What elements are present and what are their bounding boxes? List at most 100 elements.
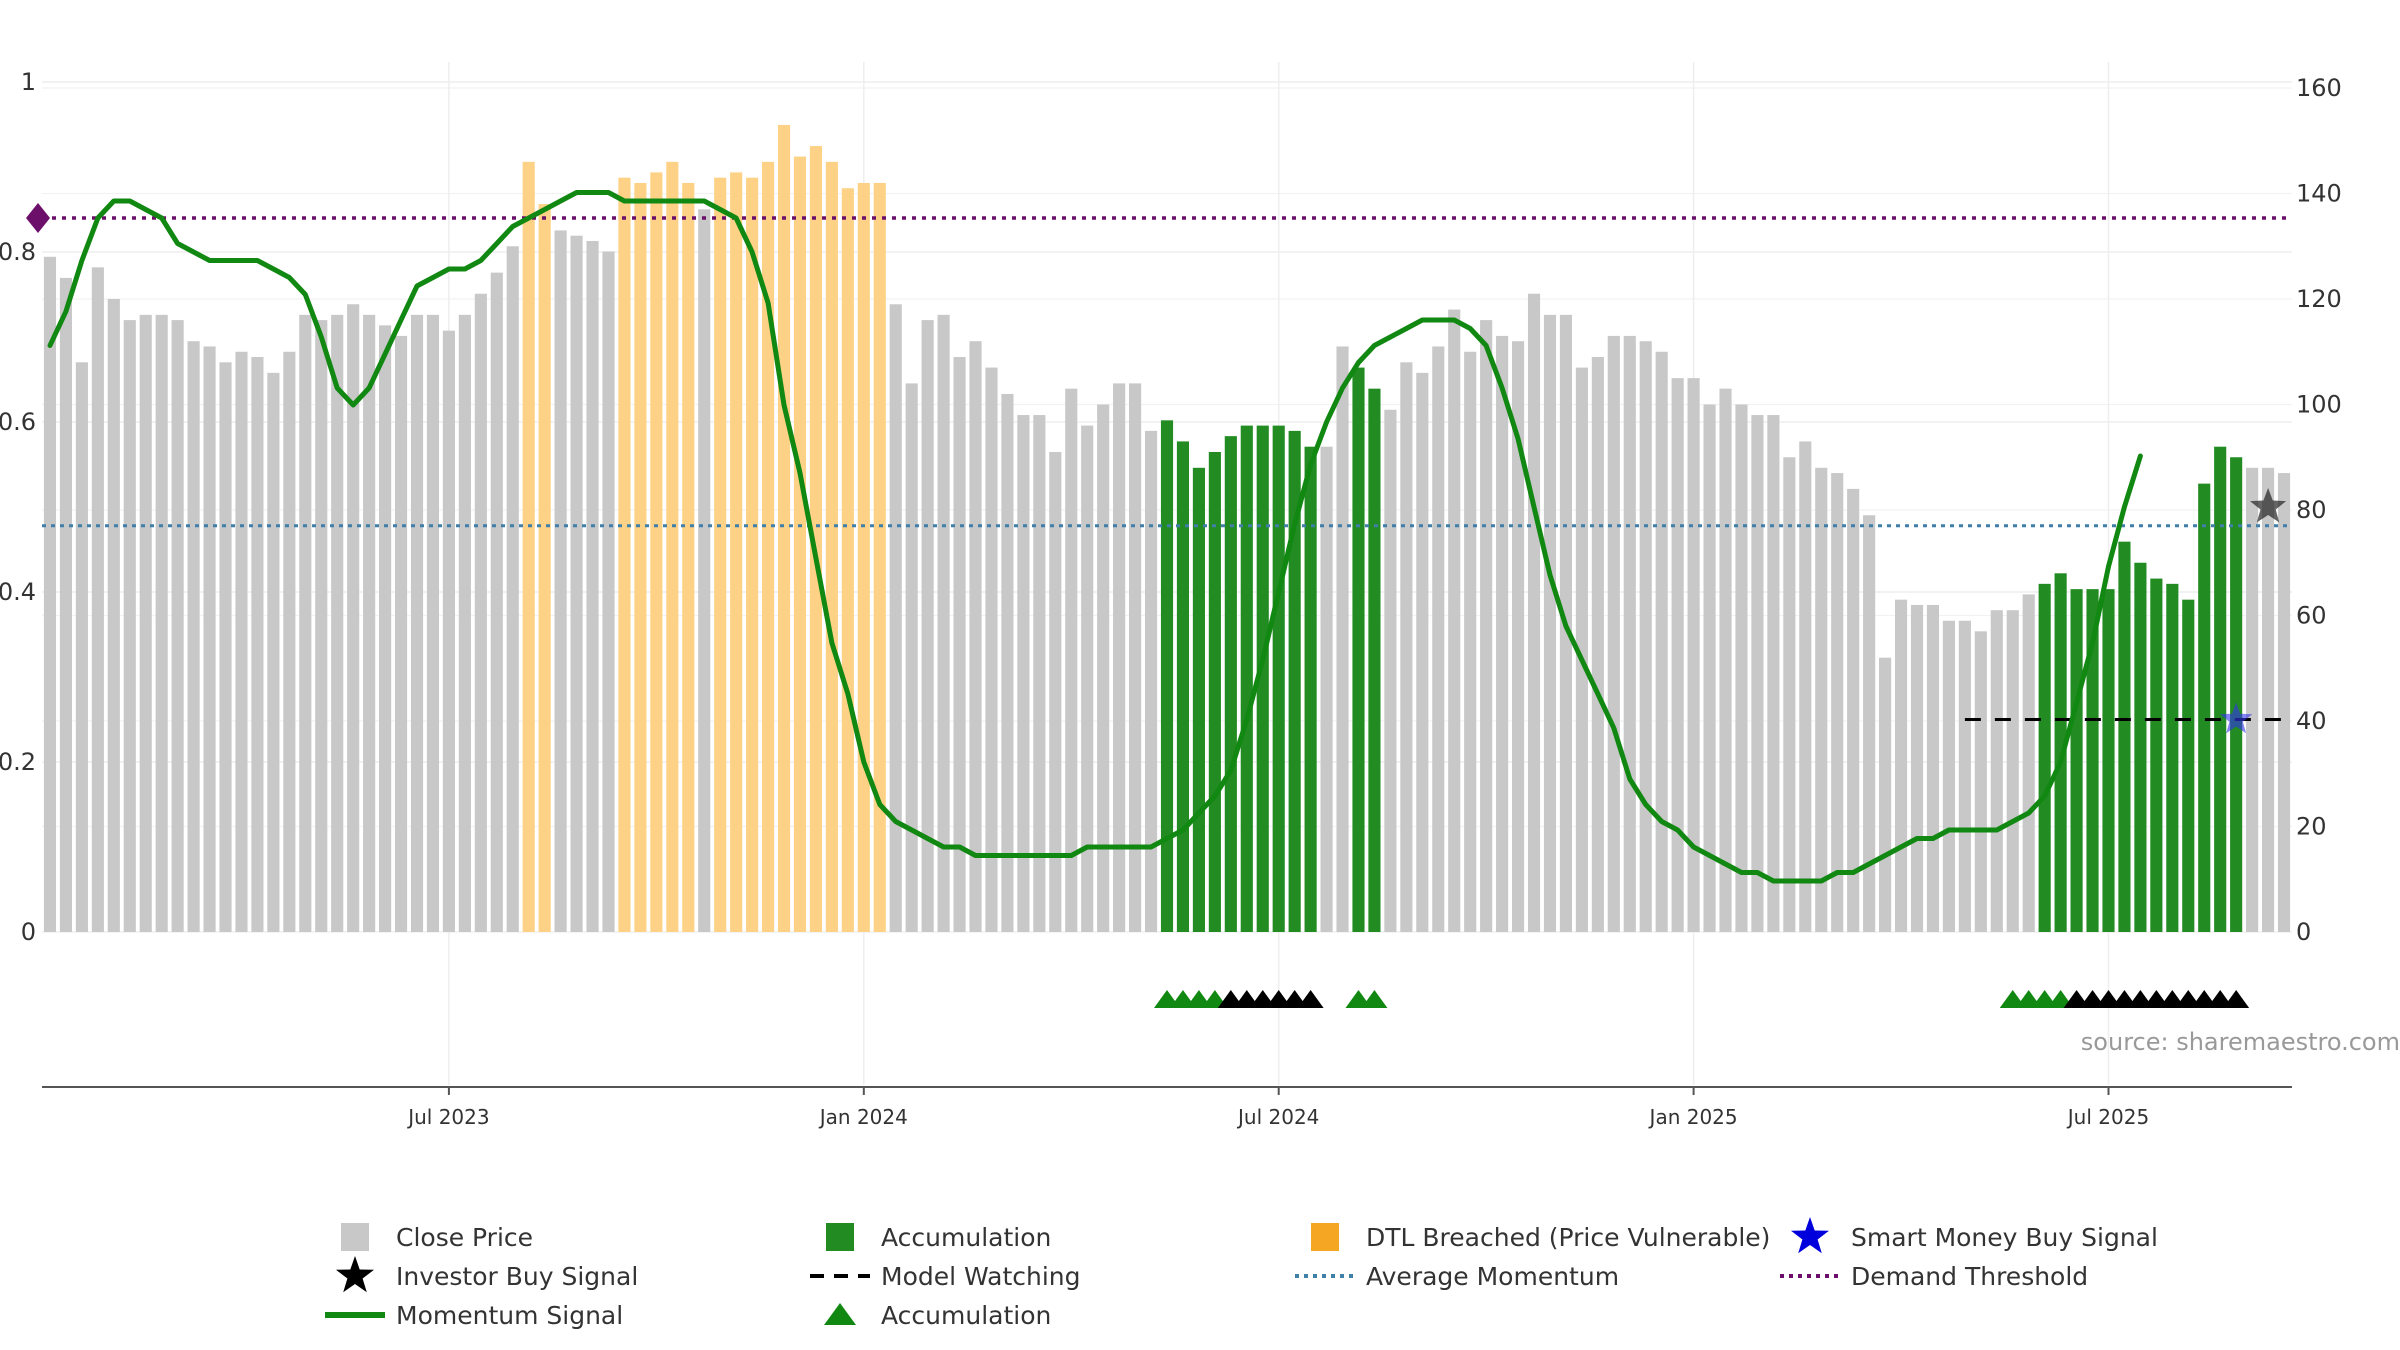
right-tick-label: 20 xyxy=(2296,813,2327,841)
price-bar xyxy=(1113,383,1126,932)
price-bar xyxy=(1192,467,1205,932)
price-bar xyxy=(1575,367,1588,933)
price-bar xyxy=(1703,404,1716,932)
demand-threshold-diamond xyxy=(26,203,50,233)
price-bar xyxy=(2102,589,2115,933)
price-bar xyxy=(299,314,312,933)
price-bar xyxy=(969,341,982,932)
price-bar xyxy=(331,314,344,933)
price-bar xyxy=(2246,467,2259,932)
price-bar xyxy=(762,161,775,933)
price-bar xyxy=(1224,436,1237,932)
price-bar xyxy=(1208,451,1221,932)
legend-item: DTL Breached (Price Vulnerable) xyxy=(1311,1223,1770,1252)
legend-label: Accumulation xyxy=(881,1301,1051,1330)
price-bar xyxy=(1336,346,1349,933)
price-bar xyxy=(1272,425,1285,932)
price-bar xyxy=(410,314,424,933)
source-label: source: sharemaestro.com xyxy=(2081,1028,2400,1056)
price-bar xyxy=(2262,467,2275,932)
price-bar xyxy=(2134,562,2147,932)
price-bar xyxy=(1735,404,1748,932)
right-tick-label: 40 xyxy=(2296,707,2327,735)
price-bar xyxy=(1097,404,1110,932)
price-bar xyxy=(1160,420,1174,932)
legend-item: Momentum Signal xyxy=(325,1301,623,1330)
left-tick-label: 0.4 xyxy=(0,578,36,606)
price-bar xyxy=(1783,457,1796,932)
legend-label: Smart Money Buy Signal xyxy=(1851,1223,2158,1252)
right-tick-label: 160 xyxy=(2296,74,2342,102)
price-bar xyxy=(1974,631,1987,932)
price-bar xyxy=(2198,483,2211,933)
price-bar xyxy=(91,267,104,933)
price-bar xyxy=(458,314,471,933)
price-bar xyxy=(1863,515,1876,932)
x-tick-label: Jul 2024 xyxy=(1236,1105,1319,1129)
price-bar xyxy=(2214,446,2227,932)
signal-markers xyxy=(2220,488,2287,734)
left-tick-label: 0.8 xyxy=(0,238,36,266)
legend-item: Investor Buy Signal xyxy=(336,1256,638,1293)
price-bar xyxy=(1400,362,1413,932)
legend-label: Demand Threshold xyxy=(1851,1262,2088,1291)
price-bar xyxy=(746,177,759,933)
price-bar xyxy=(1623,335,1636,932)
price-bar xyxy=(698,209,711,932)
price-bar xyxy=(171,320,184,933)
price-bar xyxy=(1240,425,1253,932)
price-bar xyxy=(1017,415,1030,932)
price-bar xyxy=(538,204,551,933)
price-bar xyxy=(235,351,248,932)
price-bar xyxy=(953,357,966,932)
price-bars xyxy=(43,124,2291,933)
price-bar xyxy=(1543,314,1557,933)
price-bar xyxy=(2182,599,2195,932)
legend-label: Momentum Signal xyxy=(396,1301,623,1330)
price-bar xyxy=(2277,473,2291,932)
price-bar xyxy=(1416,372,1429,933)
price-bar xyxy=(2006,610,2019,932)
price-bar xyxy=(394,335,408,932)
price-bar xyxy=(1719,388,1732,932)
x-tick-label: Jul 2025 xyxy=(2066,1105,2149,1129)
price-bar xyxy=(1831,473,1844,932)
legend-item: Accumulation xyxy=(826,1223,1051,1252)
triangle-green-icon xyxy=(824,1303,856,1325)
price-bar xyxy=(2150,578,2163,932)
price-bar xyxy=(1815,467,1828,932)
price-bar xyxy=(841,188,854,933)
price-bar xyxy=(1049,451,1062,932)
price-bar xyxy=(825,161,838,933)
square-orange-icon xyxy=(1311,1223,1339,1251)
x-tick-label: Jan 2025 xyxy=(1648,1105,1738,1129)
price-bar xyxy=(1799,441,1812,932)
price-bar xyxy=(554,230,567,933)
price-bar xyxy=(315,320,328,933)
legend: Close Price Accumulation DTL Breached (Pri… xyxy=(325,1217,2158,1330)
price-bar xyxy=(682,182,695,932)
price-bar xyxy=(857,182,870,932)
momentum-line-group xyxy=(47,190,2143,884)
left-tick-label: 0.6 xyxy=(0,408,36,436)
square-grey-icon xyxy=(341,1223,369,1251)
legend-label: Model Watching xyxy=(881,1262,1081,1291)
price-bar xyxy=(2230,457,2243,932)
x-tick-label: Jul 2023 xyxy=(406,1105,489,1129)
price-bar xyxy=(570,235,583,932)
price-bar xyxy=(793,156,807,932)
left-tick-label: 0 xyxy=(21,918,36,946)
price-bar xyxy=(363,314,376,933)
price-bar xyxy=(1320,446,1333,932)
price-bar xyxy=(1767,415,1780,932)
smart-money-buy-star xyxy=(2220,702,2253,734)
price-bar xyxy=(442,330,455,932)
price-bar xyxy=(1942,620,1955,932)
price-bar xyxy=(379,325,392,933)
legend-label: DTL Breached (Price Vulnerable) xyxy=(1366,1223,1770,1252)
price-bar xyxy=(1655,351,1668,932)
price-bar xyxy=(1304,446,1317,932)
price-bar xyxy=(474,293,487,933)
price-bar xyxy=(1591,357,1604,932)
right-tick-label: 0 xyxy=(2296,918,2311,946)
